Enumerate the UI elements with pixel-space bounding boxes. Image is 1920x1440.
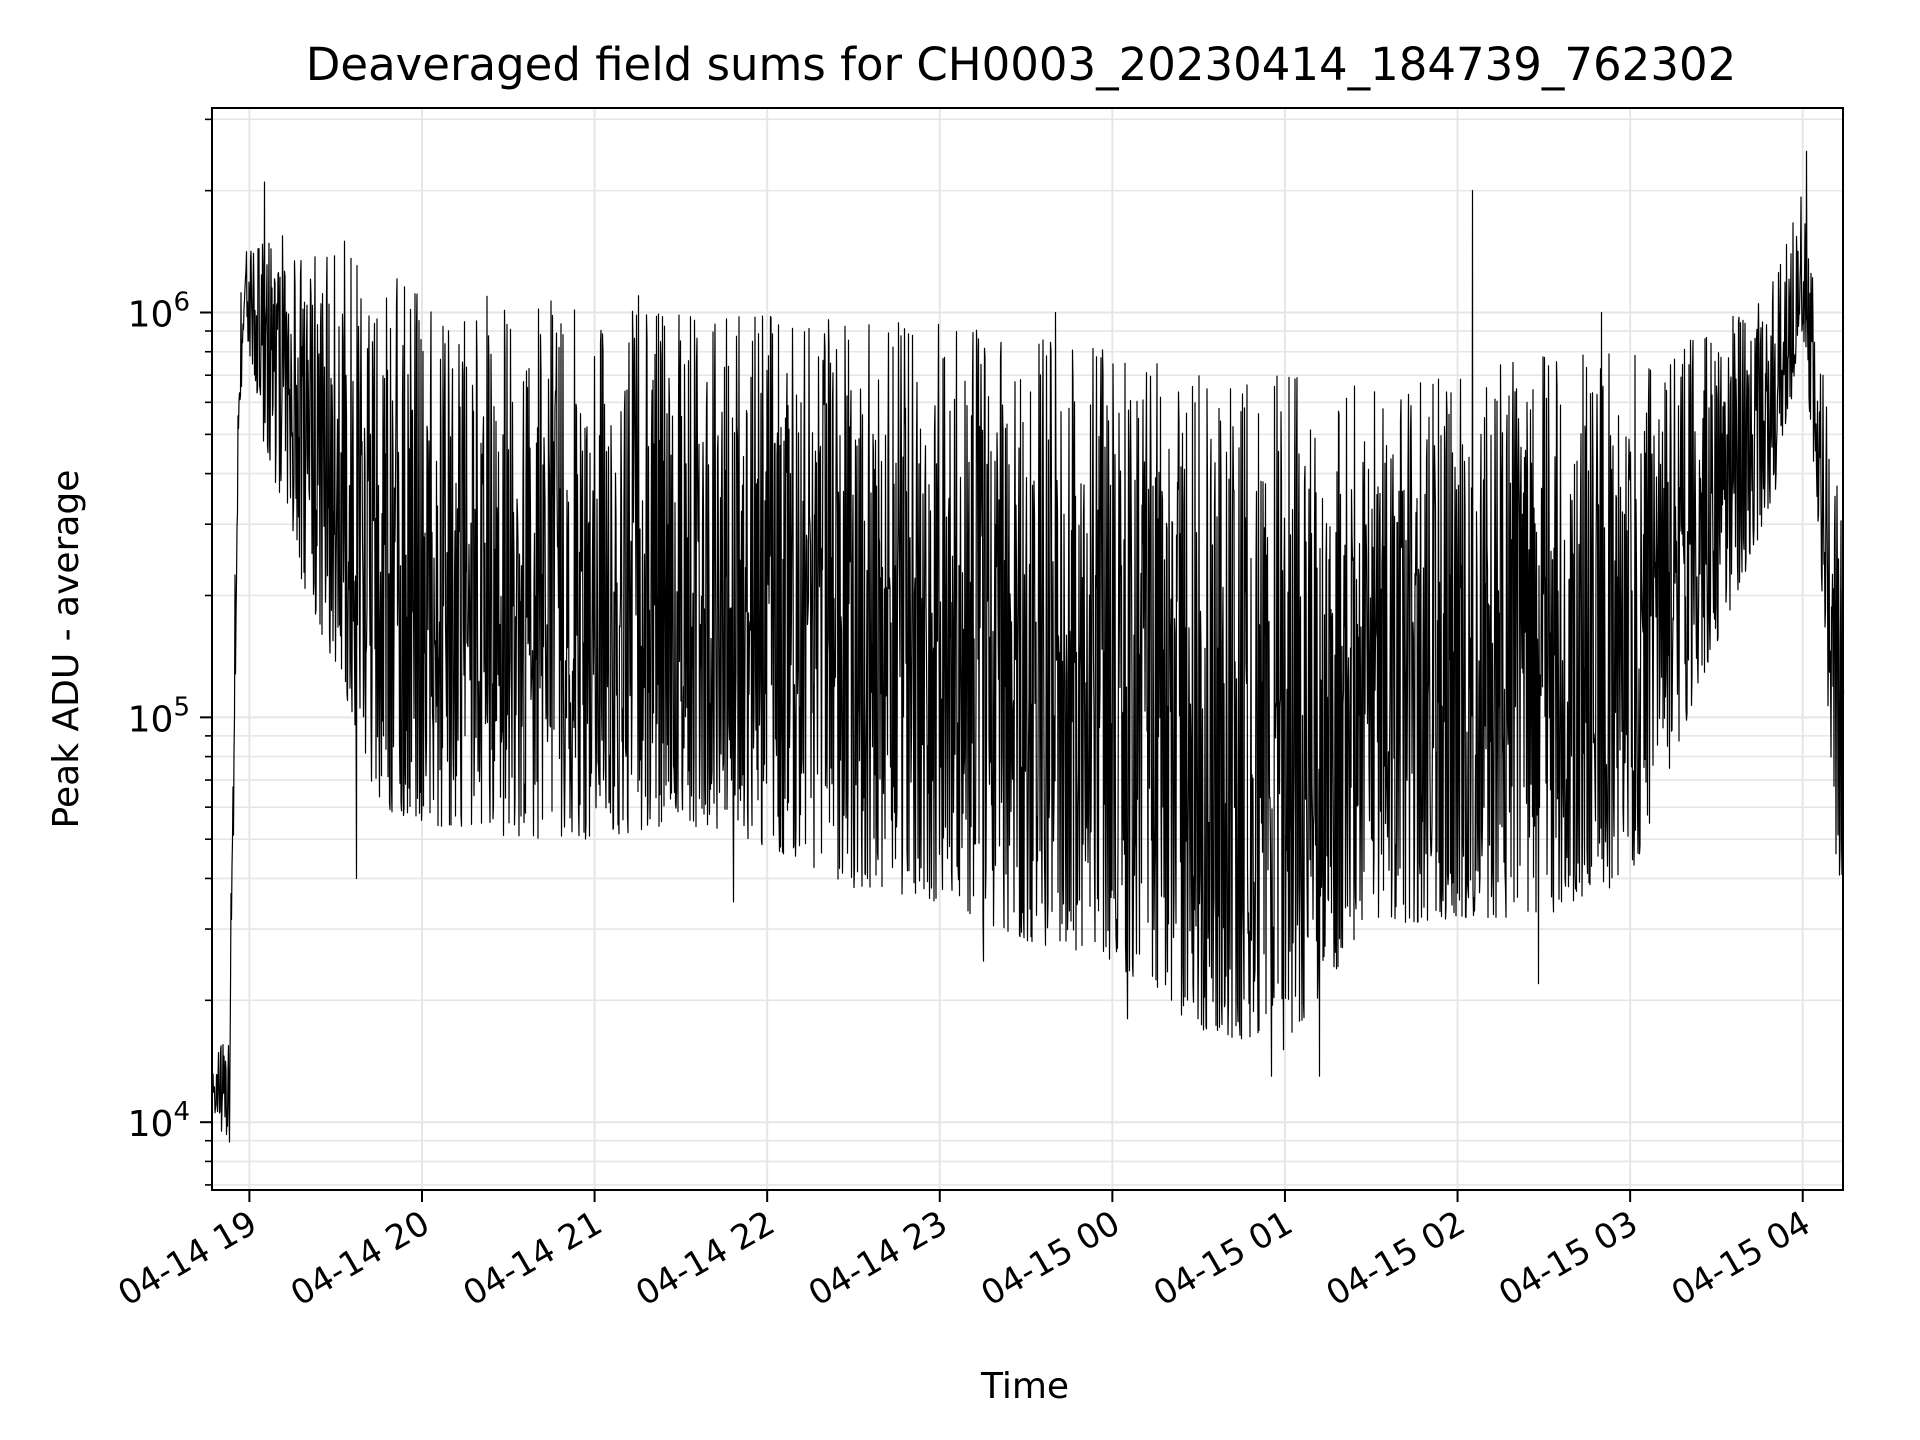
y-tick-label: 105 bbox=[128, 692, 190, 740]
x-axis-label: Time bbox=[980, 1366, 1069, 1407]
y-tick-label: 106 bbox=[128, 288, 190, 336]
chart-title: Deaveraged field sums for CH0003_2023041… bbox=[306, 38, 1736, 91]
y-axis-label: Peak ADU - average bbox=[46, 470, 87, 829]
series-group bbox=[211, 150, 1845, 1143]
y-axis: 104 105 106 bbox=[128, 118, 212, 1186]
plot-frame bbox=[211, 107, 1844, 1191]
series-line bbox=[211, 150, 1845, 1143]
y-tick-label: 104 bbox=[128, 1097, 190, 1145]
